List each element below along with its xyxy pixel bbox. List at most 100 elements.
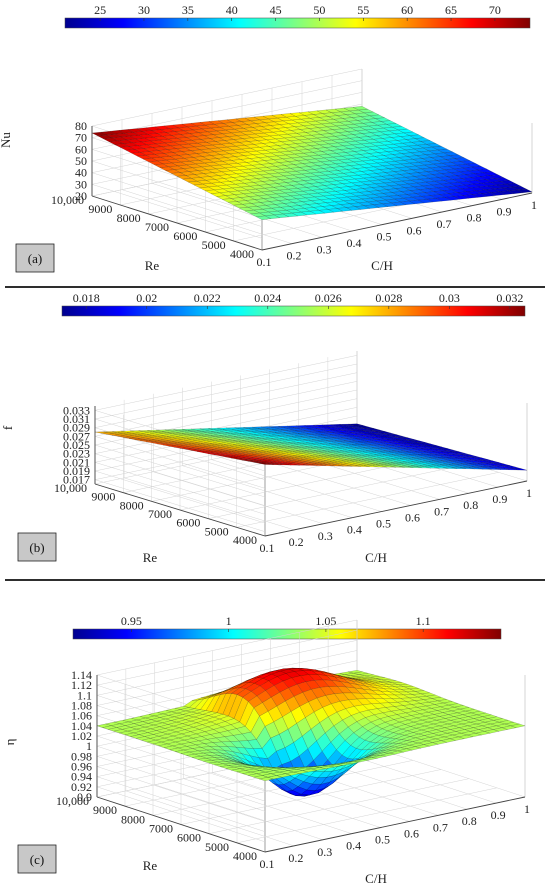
y-tick-label: 8000 <box>117 211 141 225</box>
colorbar-tick-label: 0.03 <box>439 291 460 305</box>
x-ticks-b: 0.1 0.2 0.3 0.4 0.5 0.6 0.7 0.8 0.9 1 <box>260 486 533 555</box>
x-axis-label-a: C/H <box>371 258 393 273</box>
x-tick-label: 0.4 <box>347 523 362 537</box>
colorbar-tick-label: 0.026 <box>315 291 342 305</box>
colorbar-b <box>61 305 526 317</box>
y-tick-label: 7000 <box>148 507 172 521</box>
z-tick-label: 0.92 <box>71 780 92 794</box>
z-tick-label: 0.033 <box>63 403 90 417</box>
colorbar-tick-label: 50 <box>313 3 325 17</box>
x-tick-label: 0.9 <box>497 204 512 218</box>
colorbar-tick-label: 30 <box>138 3 150 17</box>
x-ticks-c: 0.1 0.2 0.3 0.4 0.5 0.6 0.7 0.8 0.9 1 <box>260 802 531 871</box>
z-tick-label: 0.98 <box>71 749 92 763</box>
x-tick-label: 0.5 <box>377 230 392 244</box>
x-tick-label: 0.2 <box>287 249 302 263</box>
z-tick-label: 1.08 <box>71 699 92 713</box>
y-tick-label: 9000 <box>91 490 115 504</box>
y-tick-label: 8000 <box>121 812 145 826</box>
panel-label-box-c <box>17 844 57 874</box>
z-ticks-b: 0.0170.0190.0210.0230.0250.0270.0290.031… <box>63 403 90 486</box>
x-tick-label: 0.1 <box>257 255 272 269</box>
x-axis-label-b: C/H <box>365 550 387 565</box>
z-tick-label: 80 <box>75 119 87 133</box>
x-tick-label: 0.3 <box>317 242 332 256</box>
y-tick-label: 6000 <box>177 831 201 845</box>
x-axis-line <box>261 192 533 251</box>
x-tick-label: 0.1 <box>260 541 275 555</box>
colorbar-tick-label: 0.02 <box>136 291 157 305</box>
x-tick-label: 0.7 <box>437 217 452 231</box>
x-tick-label: 0.4 <box>347 236 362 250</box>
z-tick-label: 1.1 <box>77 688 92 702</box>
panel-label-box-a <box>15 243 55 273</box>
x-tick-label: 0.3 <box>318 529 333 543</box>
colorbar-tick-label: 70 <box>489 3 501 17</box>
y-axis-label-b: Re <box>143 550 158 565</box>
z-tick-label: 0.019 <box>63 464 90 478</box>
z-tick-label: 30 <box>75 177 87 191</box>
z-tick-label: 0.96 <box>71 760 92 774</box>
x-tick-label: 1 <box>531 198 537 212</box>
y-tick-label: 7000 <box>149 822 173 836</box>
panel-label-box-b <box>17 532 57 562</box>
y-tick-label: 9000 <box>93 803 117 817</box>
x-tick-label: 0.7 <box>434 504 449 518</box>
y-tick-label: 7000 <box>145 220 169 234</box>
y-gridline <box>264 458 528 537</box>
x-tick-label: 0.8 <box>462 814 477 828</box>
colorbar-a <box>64 17 531 29</box>
panel-b: 0.018 0.02 0.022 0.024 0.026 0.028 0.03 0.032 0… <box>0 291 532 565</box>
y-tick-label: 10,000 <box>56 794 89 808</box>
z-tick-label: 0.027 <box>63 429 90 443</box>
colorbar-tick-label: 0.032 <box>496 291 523 305</box>
x-tick-label: 0.6 <box>404 826 419 840</box>
x-tick-label: 0.6 <box>407 223 422 237</box>
z-tick-label: 40 <box>75 166 87 180</box>
z-tick-label: 1 <box>86 739 92 753</box>
x-tick-label: 0.2 <box>289 535 304 549</box>
z-axis-label-a: Nu <box>0 132 13 148</box>
z-tick-label: 0.9 <box>77 790 92 804</box>
x-tick-label: 0.8 <box>467 211 482 225</box>
colorbar-tick-label: 1.1 <box>416 614 431 628</box>
y-tick-label: 10,000 <box>54 481 87 495</box>
colorbar-tick-label: 0.024 <box>254 291 281 305</box>
x-tick-label: 0.2 <box>288 851 303 865</box>
y-tick-label: 8000 <box>120 498 144 512</box>
z-tick-label: 0.017 <box>63 473 90 487</box>
y-tick-label: 5000 <box>202 238 226 252</box>
z-tick-label: 70 <box>75 131 87 145</box>
colorbar-tick-label: 1 <box>226 614 232 628</box>
colorbar-tick-label: 0.95 <box>121 614 142 628</box>
x-tick-label: 0.6 <box>405 510 420 524</box>
y-tick-label: 9000 <box>88 202 112 216</box>
colorbar-tick-label: 60 <box>401 3 413 17</box>
x-axis-label-c: C/H <box>365 871 387 886</box>
x-tick-label: 0.3 <box>317 845 332 859</box>
x-axis-line <box>264 796 526 853</box>
y-tick-label: 5000 <box>205 524 229 538</box>
colorbar-tick-label: 0.018 <box>73 291 100 305</box>
surface-cell <box>516 188 533 193</box>
y-tick-label: 5000 <box>205 840 229 854</box>
x-tick-label: 0.4 <box>346 839 361 853</box>
x-ticks-a: 0.1 0.2 0.3 0.4 0.5 0.6 0.7 0.8 0.9 1 <box>257 198 538 269</box>
x-tick-label: 0.5 <box>376 517 391 531</box>
y-tick-label: 4000 <box>233 533 257 547</box>
colorbar-c <box>72 628 502 640</box>
y-tick-label: 4000 <box>233 849 257 863</box>
z-tick-label: 0.029 <box>63 421 90 435</box>
y-ticks-c: 4000 5000 6000 7000 8000 9000 10,000 <box>56 794 257 863</box>
y-ticks-b: 4000 5000 6000 7000 8000 9000 10,000 <box>54 481 257 547</box>
colorbar-tick-label: 0.022 <box>194 291 221 305</box>
z-axis-label-b: f <box>0 425 15 430</box>
z-tick-label: 0.94 <box>71 770 92 784</box>
y-tick-label: 6000 <box>173 229 197 243</box>
colorbar-tick-label: 35 <box>182 3 194 17</box>
x-tick-label: 1 <box>526 486 532 500</box>
y-axis-label-c: Re <box>143 858 158 873</box>
